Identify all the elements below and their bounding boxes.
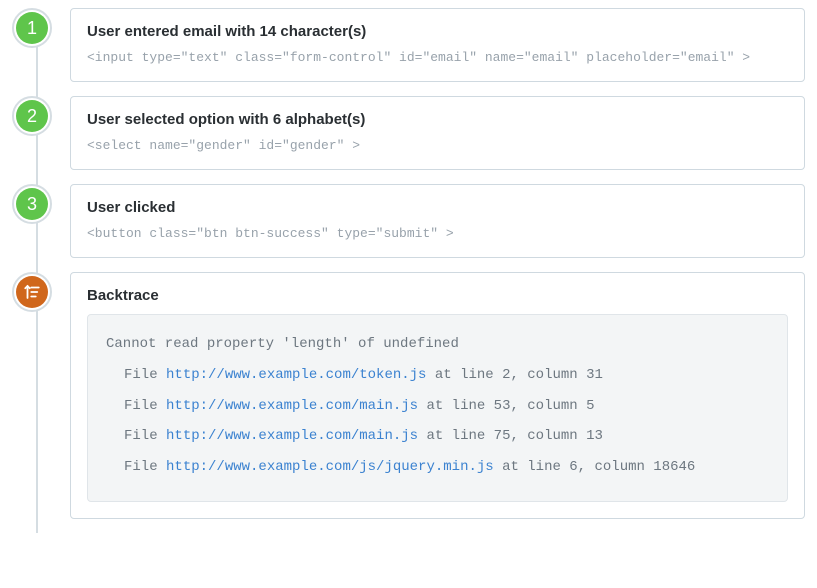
step-title: User entered email with 14 character(s) xyxy=(87,23,788,40)
backtrace-frame: File http://www.example.com/main.js at l… xyxy=(106,421,769,452)
timeline: 1 User entered email with 14 character(s… xyxy=(0,0,817,541)
step-number: 3 xyxy=(16,188,48,220)
step-row: 2 User selected option with 6 alphabet(s… xyxy=(12,96,805,170)
step-code: <button class="btn btn-success" type="su… xyxy=(87,226,788,241)
step-badge: 1 xyxy=(12,8,52,48)
backtrace-error: Cannot read property 'length' of undefin… xyxy=(106,329,769,360)
backtrace-file-link[interactable]: http://www.example.com/main.js xyxy=(166,398,418,414)
backtrace-frame: File http://www.example.com/main.js at l… xyxy=(106,391,769,422)
backtrace-file-link[interactable]: http://www.example.com/js/jquery.min.js xyxy=(166,459,494,475)
step-title: User selected option with 6 alphabet(s) xyxy=(87,111,788,128)
step-number: 2 xyxy=(16,100,48,132)
backtrace-icon xyxy=(16,276,48,308)
backtrace-badge xyxy=(12,272,52,312)
step-badge: 3 xyxy=(12,184,52,224)
backtrace-box: Cannot read property 'length' of undefin… xyxy=(87,314,788,502)
backtrace-title: Backtrace xyxy=(87,287,788,304)
step-row: 3 User clicked <button class="btn btn-su… xyxy=(12,184,805,258)
step-card: User clicked <button class="btn btn-succ… xyxy=(70,184,805,258)
step-code: <input type="text" class="form-control" … xyxy=(87,50,788,65)
backtrace-frame: File http://www.example.com/token.js at … xyxy=(106,360,769,391)
step-badge: 2 xyxy=(12,96,52,136)
step-title: User clicked xyxy=(87,199,788,216)
backtrace-file-link[interactable]: http://www.example.com/token.js xyxy=(166,367,426,383)
step-row: 1 User entered email with 14 character(s… xyxy=(12,8,805,82)
step-card: User selected option with 6 alphabet(s) … xyxy=(70,96,805,170)
step-number: 1 xyxy=(16,12,48,44)
step-code: <select name="gender" id="gender" > xyxy=(87,138,788,153)
step-card: User entered email with 14 character(s) … xyxy=(70,8,805,82)
backtrace-card: Backtrace Cannot read property 'length' … xyxy=(70,272,805,519)
backtrace-file-link[interactable]: http://www.example.com/main.js xyxy=(166,428,418,444)
backtrace-row: Backtrace Cannot read property 'length' … xyxy=(12,272,805,519)
backtrace-frame: File http://www.example.com/js/jquery.mi… xyxy=(106,452,769,483)
